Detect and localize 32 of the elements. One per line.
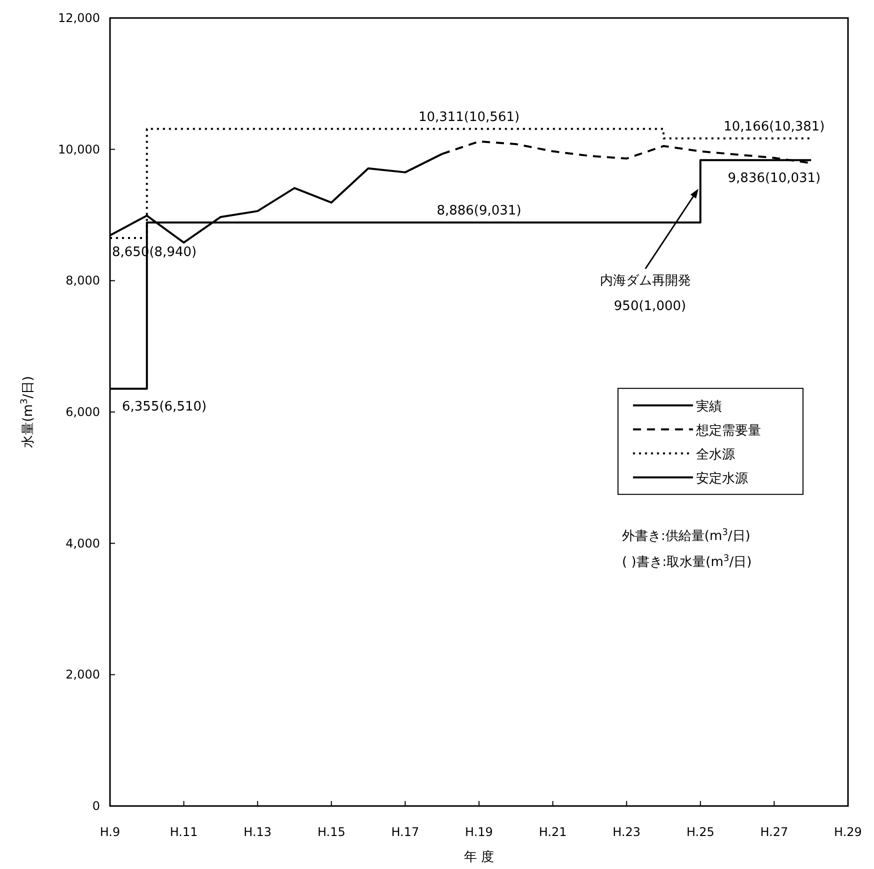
- legend-label: 想定需要量: [695, 423, 761, 438]
- x-axis-title: 年 度: [464, 849, 494, 865]
- legend-label: 実績: [696, 398, 722, 414]
- annotation: 8,886(9,031): [436, 203, 522, 218]
- annotation: 外書き:供給量(m$^{3}$/日): [622, 528, 750, 544]
- x-tick-label: H.11: [170, 825, 198, 839]
- annotation: 内海ダム再開発: [600, 274, 691, 289]
- legend-label: 全水源: [696, 447, 735, 462]
- y-tick-label: 8,000: [66, 274, 100, 288]
- x-tick-label: H.29: [834, 825, 862, 839]
- x-tick-label: H.17: [391, 825, 420, 839]
- x-tick-label: H.27: [760, 825, 788, 839]
- y-tick-label: 12,000: [58, 11, 100, 25]
- annotation: 950(1,000): [614, 299, 686, 314]
- annotation: 6,355(6,510): [122, 400, 207, 415]
- annotation: 10,166(10,381): [724, 119, 825, 134]
- x-tick-label: H.13: [244, 825, 272, 839]
- y-tick-label: 0: [92, 799, 100, 813]
- x-tick-label: H.15: [317, 825, 346, 839]
- x-tick-label: H.21: [538, 825, 567, 839]
- annotation: 9,836(10,031): [728, 171, 821, 186]
- x-tick-label: H.23: [612, 825, 641, 839]
- annotation: 10,311(10,561): [418, 110, 520, 125]
- y-tick-label: 2,000: [66, 668, 100, 682]
- annotation: ( )書き:取水量(m$^{3}$/日): [622, 554, 752, 570]
- y-tick-label: 10,000: [58, 142, 100, 156]
- x-tick-label: H.19: [465, 825, 493, 839]
- x-tick-label: H.9: [100, 825, 120, 839]
- y-tick-label: 6,000: [66, 405, 100, 419]
- x-tick-label: H.25: [686, 825, 714, 839]
- legend-label: 安定水源: [696, 470, 748, 486]
- y-tick-label: 4,000: [66, 536, 100, 550]
